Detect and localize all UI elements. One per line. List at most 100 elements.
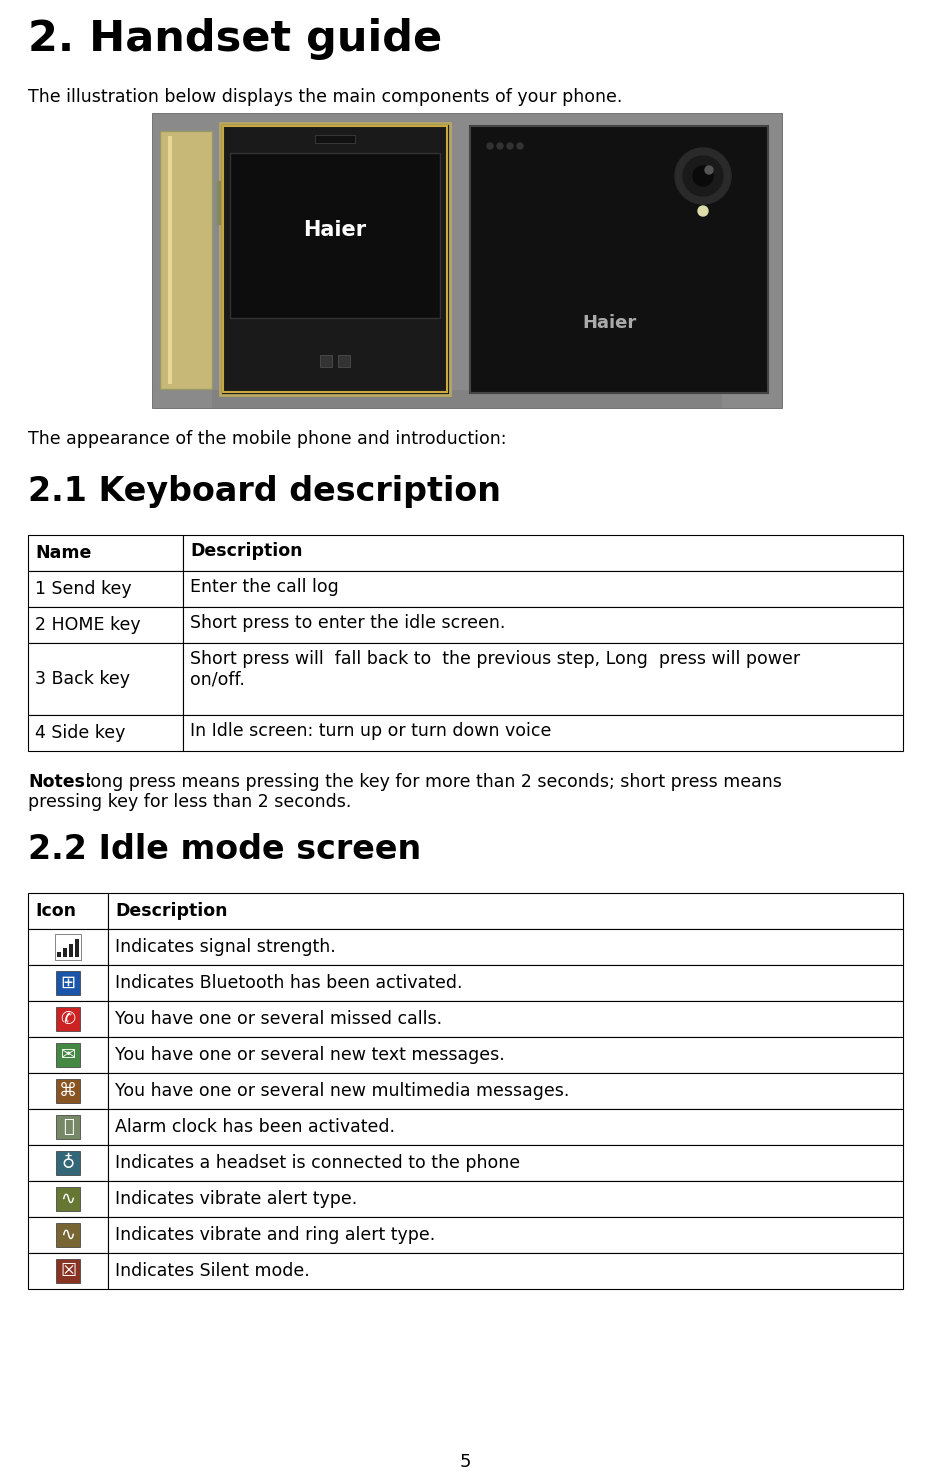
Text: 1 Send key: 1 Send key <box>35 580 131 597</box>
Bar <box>69 944 73 957</box>
Bar <box>28 1037 108 1072</box>
Bar <box>152 114 782 409</box>
Text: ✆: ✆ <box>61 1010 75 1028</box>
Text: Haier: Haier <box>582 314 636 332</box>
Text: ✉: ✉ <box>61 1046 75 1063</box>
Bar <box>28 1145 108 1181</box>
Bar <box>28 715 183 751</box>
Bar <box>108 1181 903 1217</box>
Text: Icon: Icon <box>35 903 76 920</box>
Text: Indicates signal strength.: Indicates signal strength. <box>115 938 336 956</box>
Text: The appearance of the mobile phone and introduction:: The appearance of the mobile phone and i… <box>28 431 506 448</box>
Circle shape <box>497 143 503 149</box>
Text: Indicates vibrate and ring alert type.: Indicates vibrate and ring alert type. <box>115 1226 436 1243</box>
Text: long press means pressing the key for more than 2 seconds; short press means: long press means pressing the key for mo… <box>80 773 782 791</box>
Text: Indicates Bluetooth has been activated.: Indicates Bluetooth has been activated. <box>115 974 463 993</box>
Bar <box>28 608 183 643</box>
Text: 3 Back key: 3 Back key <box>35 670 130 687</box>
Bar <box>183 608 903 643</box>
Text: You have one or several new text messages.: You have one or several new text message… <box>115 1046 505 1063</box>
Bar <box>28 1109 108 1145</box>
Bar <box>183 643 903 715</box>
Text: Description: Description <box>115 903 227 920</box>
Bar <box>28 1181 108 1217</box>
Circle shape <box>487 143 493 149</box>
Text: ⊞: ⊞ <box>61 974 75 993</box>
Bar <box>108 1072 903 1109</box>
Text: Indicates vibrate alert type.: Indicates vibrate alert type. <box>115 1190 358 1208</box>
Text: ∿: ∿ <box>61 1226 75 1243</box>
Text: Name: Name <box>35 544 91 562</box>
Text: The illustration below displays the main components of your phone.: The illustration below displays the main… <box>28 88 623 106</box>
Bar <box>28 892 108 929</box>
Bar <box>168 136 172 384</box>
Circle shape <box>675 148 731 204</box>
Text: ⏰: ⏰ <box>62 1118 74 1136</box>
Text: ☒: ☒ <box>60 1263 76 1280</box>
Bar <box>108 1037 903 1072</box>
Text: pressing key for less than 2 seconds.: pressing key for less than 2 seconds. <box>28 794 351 811</box>
Text: 5: 5 <box>460 1453 471 1471</box>
Text: ♁: ♁ <box>61 1153 74 1173</box>
Circle shape <box>693 167 713 186</box>
Text: Notes:: Notes: <box>28 773 92 791</box>
Text: Short press will  fall back to  the previous step, Long  press will power
on/off: Short press will fall back to the previo… <box>190 650 800 689</box>
Bar <box>108 1217 903 1252</box>
Text: 4 Side key: 4 Side key <box>35 724 126 742</box>
Bar <box>56 1043 80 1066</box>
Text: ∿: ∿ <box>61 1190 75 1208</box>
Text: Enter the call log: Enter the call log <box>190 578 339 596</box>
Bar <box>108 929 903 965</box>
Circle shape <box>705 167 713 174</box>
Bar <box>28 929 108 965</box>
Text: You have one or several missed calls.: You have one or several missed calls. <box>115 1010 442 1028</box>
Text: ⌘: ⌘ <box>59 1083 77 1100</box>
Circle shape <box>517 143 523 149</box>
Bar <box>28 1252 108 1289</box>
Text: 2.2 Idle mode screen: 2.2 Idle mode screen <box>28 833 421 866</box>
Bar <box>108 1002 903 1037</box>
Text: Description: Description <box>190 541 303 561</box>
Bar <box>320 355 332 367</box>
Bar <box>56 1223 80 1246</box>
Text: 2.1 Keyboard description: 2.1 Keyboard description <box>28 475 501 507</box>
Circle shape <box>698 207 708 215</box>
Bar <box>108 965 903 1002</box>
Bar <box>108 1109 903 1145</box>
Bar <box>338 355 350 367</box>
Circle shape <box>507 143 513 149</box>
Bar <box>28 1002 108 1037</box>
Bar <box>220 122 450 395</box>
Bar <box>108 1145 903 1181</box>
Text: 2 HOME key: 2 HOME key <box>35 617 141 634</box>
Bar <box>63 948 67 957</box>
Text: Alarm clock has been activated.: Alarm clock has been activated. <box>115 1118 395 1136</box>
Bar <box>56 1115 80 1139</box>
Bar <box>56 1007 80 1031</box>
Text: Haier: Haier <box>304 220 367 240</box>
Bar <box>230 153 440 319</box>
Bar <box>28 643 183 715</box>
Bar <box>212 389 722 409</box>
Bar <box>183 571 903 608</box>
Bar <box>28 571 183 608</box>
Bar <box>183 715 903 751</box>
Bar <box>108 892 903 929</box>
Text: 2. Handset guide: 2. Handset guide <box>28 18 442 60</box>
Bar <box>56 971 80 996</box>
Bar <box>160 131 212 389</box>
Text: Short press to enter the idle screen.: Short press to enter the idle screen. <box>190 614 506 631</box>
Bar <box>56 1150 80 1176</box>
Bar <box>55 934 81 960</box>
Bar <box>223 125 447 392</box>
Text: You have one or several new multimedia messages.: You have one or several new multimedia m… <box>115 1083 570 1100</box>
Bar <box>75 940 79 957</box>
Text: Indicates Silent mode.: Indicates Silent mode. <box>115 1263 310 1280</box>
Text: In Idle screen: turn up or turn down voice: In Idle screen: turn up or turn down voi… <box>190 721 551 740</box>
Bar <box>28 1217 108 1252</box>
Bar <box>28 965 108 1002</box>
Bar <box>108 1252 903 1289</box>
Bar <box>56 1187 80 1211</box>
Bar <box>57 951 61 957</box>
Circle shape <box>683 156 723 196</box>
